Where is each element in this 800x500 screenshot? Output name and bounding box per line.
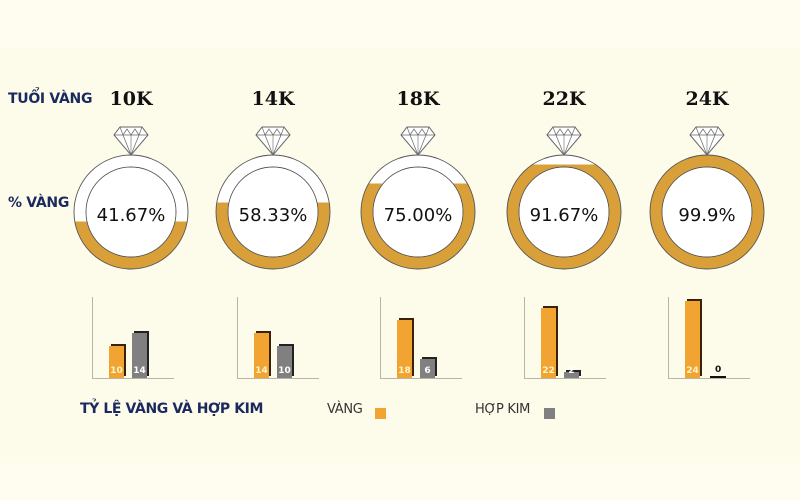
- legend-alloy-swatch: [544, 408, 555, 419]
- diamond-icon: [113, 126, 149, 156]
- gold-bar: 14: [254, 333, 269, 378]
- gold-bar-value: 24: [686, 366, 699, 376]
- gold-bar-value: 14: [255, 366, 268, 376]
- gold-ring: 58.33%: [208, 122, 338, 282]
- alloy-bar-value: 14: [133, 366, 146, 376]
- x-axis: [237, 378, 319, 379]
- gold-ring: 99.9%: [642, 122, 772, 282]
- alloy-bar: 6: [420, 358, 435, 378]
- alloy-bar-value: 0: [715, 365, 722, 375]
- x-axis: [380, 378, 462, 379]
- alloy-bar: 2: [564, 366, 579, 378]
- alloy-bar-value: 2: [568, 366, 575, 376]
- gold-ring: 75.00%: [353, 122, 483, 282]
- gold-bar: 10: [109, 346, 124, 378]
- legend-gold-label: VÀNG: [327, 402, 363, 417]
- percent-row-label: % VÀNG: [8, 195, 70, 211]
- karat-label: 10K: [109, 88, 153, 110]
- karat-label: 18K: [396, 88, 440, 110]
- ratio-bar-chart: 10 14: [92, 297, 212, 382]
- x-axis: [524, 378, 606, 379]
- gold-bar: 24: [685, 301, 700, 378]
- alloy-bar: 14: [132, 333, 147, 378]
- alloy-bar-value: 10: [278, 366, 291, 376]
- diamond-icon: [255, 126, 291, 156]
- y-axis: [237, 297, 238, 379]
- gold-bar-value: 22: [542, 366, 555, 376]
- y-axis: [380, 297, 381, 379]
- alloy-bar-value: 6: [424, 366, 431, 376]
- gold-bar-value: 18: [398, 366, 411, 376]
- legend-alloy-label: HỢP KIM: [475, 402, 531, 417]
- ratio-bar-chart: 24 0: [668, 297, 788, 382]
- karat-label: 14K: [251, 88, 295, 110]
- ratio-bar-chart: 22 2: [524, 297, 644, 382]
- x-axis: [92, 378, 174, 379]
- gold-percentage: 99.9%: [678, 205, 736, 226]
- gold-percentage: 41.67%: [96, 205, 166, 226]
- ratio-bar-chart: 14 10: [237, 297, 357, 382]
- gold-bar: 22: [541, 307, 556, 378]
- gold-ring: 91.67%: [499, 122, 629, 282]
- karat-label: 24K: [685, 88, 729, 110]
- diamond-icon: [689, 126, 725, 156]
- gold-bar: 18: [397, 320, 412, 378]
- legend-gold-swatch: [375, 408, 386, 419]
- gold-percentage: 91.67%: [529, 205, 599, 226]
- diamond-icon: [400, 126, 436, 156]
- alloy-bar: 10: [277, 346, 292, 378]
- y-axis: [92, 297, 93, 379]
- gold-ring: 41.67%: [66, 122, 196, 282]
- alloy-bar: [710, 376, 726, 378]
- diamond-icon: [546, 126, 582, 156]
- gold-percentage: 58.33%: [238, 205, 308, 226]
- karat-row-label: TUỔI VÀNG: [8, 91, 93, 107]
- ratio-bar-chart: 18 6: [380, 297, 500, 382]
- ratio-chart-title: TỶ LỆ VÀNG VÀ HỢP KIM: [80, 401, 263, 417]
- y-axis: [524, 297, 525, 379]
- y-axis: [668, 297, 669, 379]
- gold-bar-value: 10: [110, 366, 123, 376]
- karat-label: 22K: [542, 88, 586, 110]
- gold-percentage: 75.00%: [383, 205, 453, 226]
- x-axis: [668, 378, 750, 379]
